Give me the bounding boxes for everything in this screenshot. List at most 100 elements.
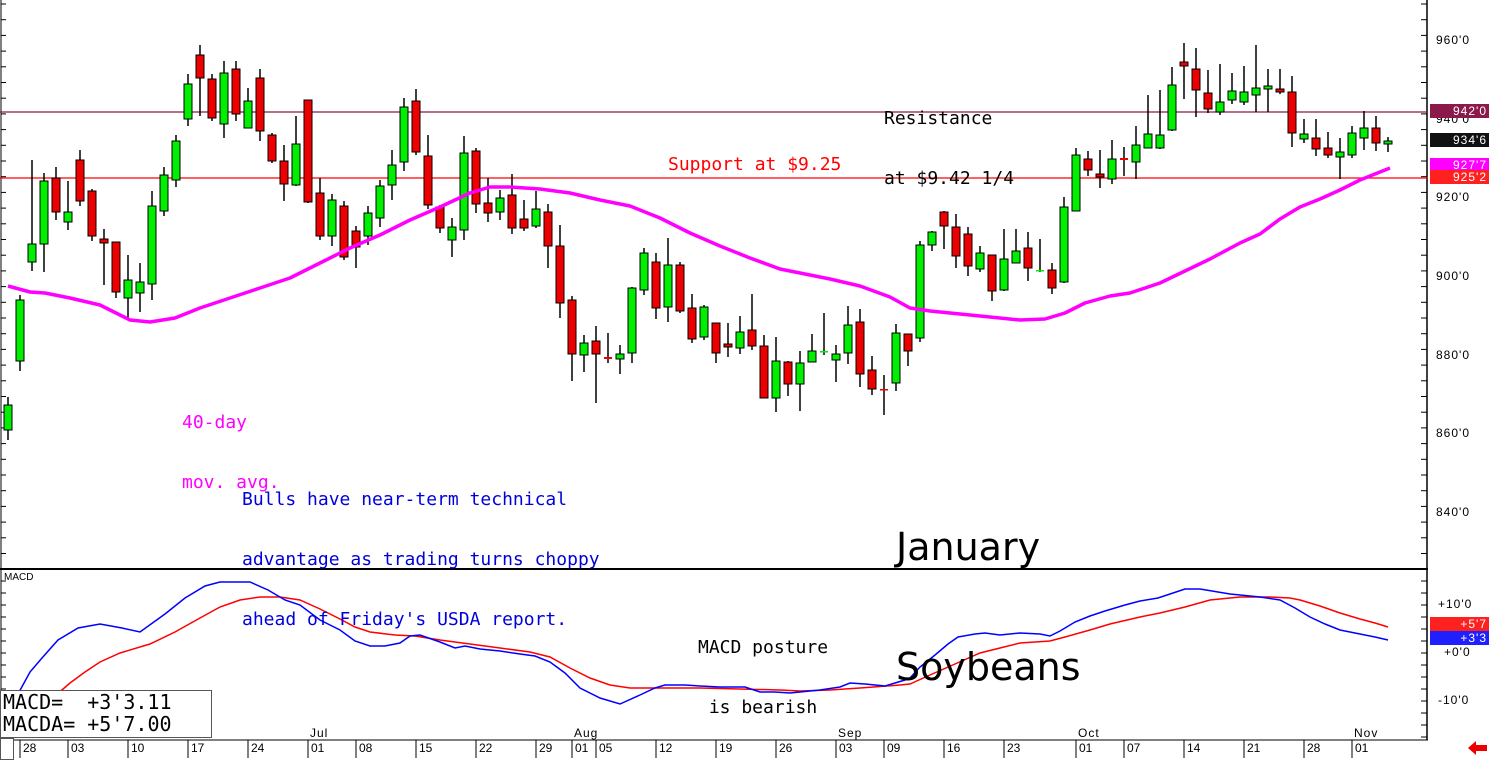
date-tick-label: 01 [1355,741,1369,755]
title-line-1: January [896,525,1041,569]
price-tick-label: 860'0 [1436,426,1470,440]
candle [171,135,181,187]
candle [747,294,757,350]
candle [855,309,865,387]
resistance-text-2: at $9.42 1/4 [884,168,1015,189]
candle [783,361,793,396]
month-label: Nov [1354,726,1379,740]
comment-text-1: Bulls have near-term technical [242,489,568,510]
candle [903,333,913,366]
candle [723,323,733,357]
candle [51,167,61,220]
date-tick-label: 17 [191,741,205,755]
candle [615,345,625,374]
macd-tick-label: +10'0 [1438,597,1473,611]
candle [447,218,457,257]
candle [1251,45,1261,112]
candle [495,190,505,220]
comment-annotation: Bulls have near-term technical advantage… [242,450,600,650]
candle [735,316,745,354]
candle [1191,48,1201,117]
macd-readout-label: MACD= [3,690,64,714]
candle [75,150,85,206]
candle [987,254,997,301]
candle [303,99,313,203]
candle [39,173,49,272]
date-tick-label: 09 [887,741,901,755]
candle [1131,126,1141,179]
date-tick-label: 03 [839,741,853,755]
candle [1023,232,1033,281]
candle [219,61,229,138]
candle [555,225,565,318]
candle [3,397,13,440]
date-tick-label: 28 [23,741,37,755]
candle [279,145,289,201]
date-tick-label: 26 [779,741,793,755]
price-tick-label: 880'0 [1436,348,1470,362]
candle [1107,140,1117,184]
candle [87,189,97,241]
candle [1059,197,1069,283]
date-tick-label: 16 [947,741,961,755]
candle [1287,76,1297,147]
price-tick-label: 960'0 [1436,33,1470,47]
resistance-text-1: Resistance [884,108,993,129]
moving-average-line [7,166,1391,324]
resistance-price-tag: 942'0 [1430,104,1489,118]
candle [1179,43,1189,99]
candle [1347,126,1357,158]
candle [795,351,805,411]
candle [375,180,385,227]
comment-text-2: advantage as trading turns choppy [242,549,600,570]
candle [1095,150,1105,188]
candle [663,238,673,322]
candle [891,324,901,391]
candle [195,45,205,116]
last-price-tag: 934'6 [1430,133,1489,147]
macda-readout-row: MACDA= +5'7.00 [3,713,211,735]
candle [1047,263,1057,294]
candle [267,133,277,163]
candle [1036,239,1044,272]
candle [1335,138,1345,179]
candle [1215,64,1225,115]
date-tick-label: 23 [1007,741,1021,755]
candle [807,334,817,363]
candle [471,148,481,213]
back-arrow-icon[interactable] [1468,740,1488,756]
month-label: Jul [310,726,329,740]
date-tick-label: 08 [359,741,373,755]
month-label: Oct [1078,726,1100,740]
date-tick-label: 22 [479,741,493,755]
candle [135,263,145,312]
candle [1120,147,1128,176]
candle [591,326,601,403]
candle [759,335,769,399]
candle [1299,119,1309,143]
candle [880,375,888,415]
date-tick-label: 15 [419,741,433,755]
candle [111,241,121,298]
comment-text-3: ahead of Friday's USDA report. [242,609,568,630]
macd-line [17,581,1389,705]
month-label: Sep [838,726,863,740]
support-annotation: Support at $9.25 [668,154,842,175]
candle [915,241,925,342]
candle [843,306,853,364]
candle [411,89,421,155]
date-tick-label: 01 [575,741,589,755]
candle [675,262,685,313]
candle [1227,73,1237,104]
candle [231,61,241,121]
candle [927,231,937,251]
macd-readout-box: MACD= +3'3.11 MACDA= +5'7.00 [0,690,212,738]
candle [1359,111,1369,150]
macd-tick-label: -10'0 [1438,693,1470,707]
candle [867,356,877,395]
date-ticks [19,740,1353,758]
date-tick-label: 03 [71,741,85,755]
candle [399,98,409,171]
candle [579,335,589,372]
